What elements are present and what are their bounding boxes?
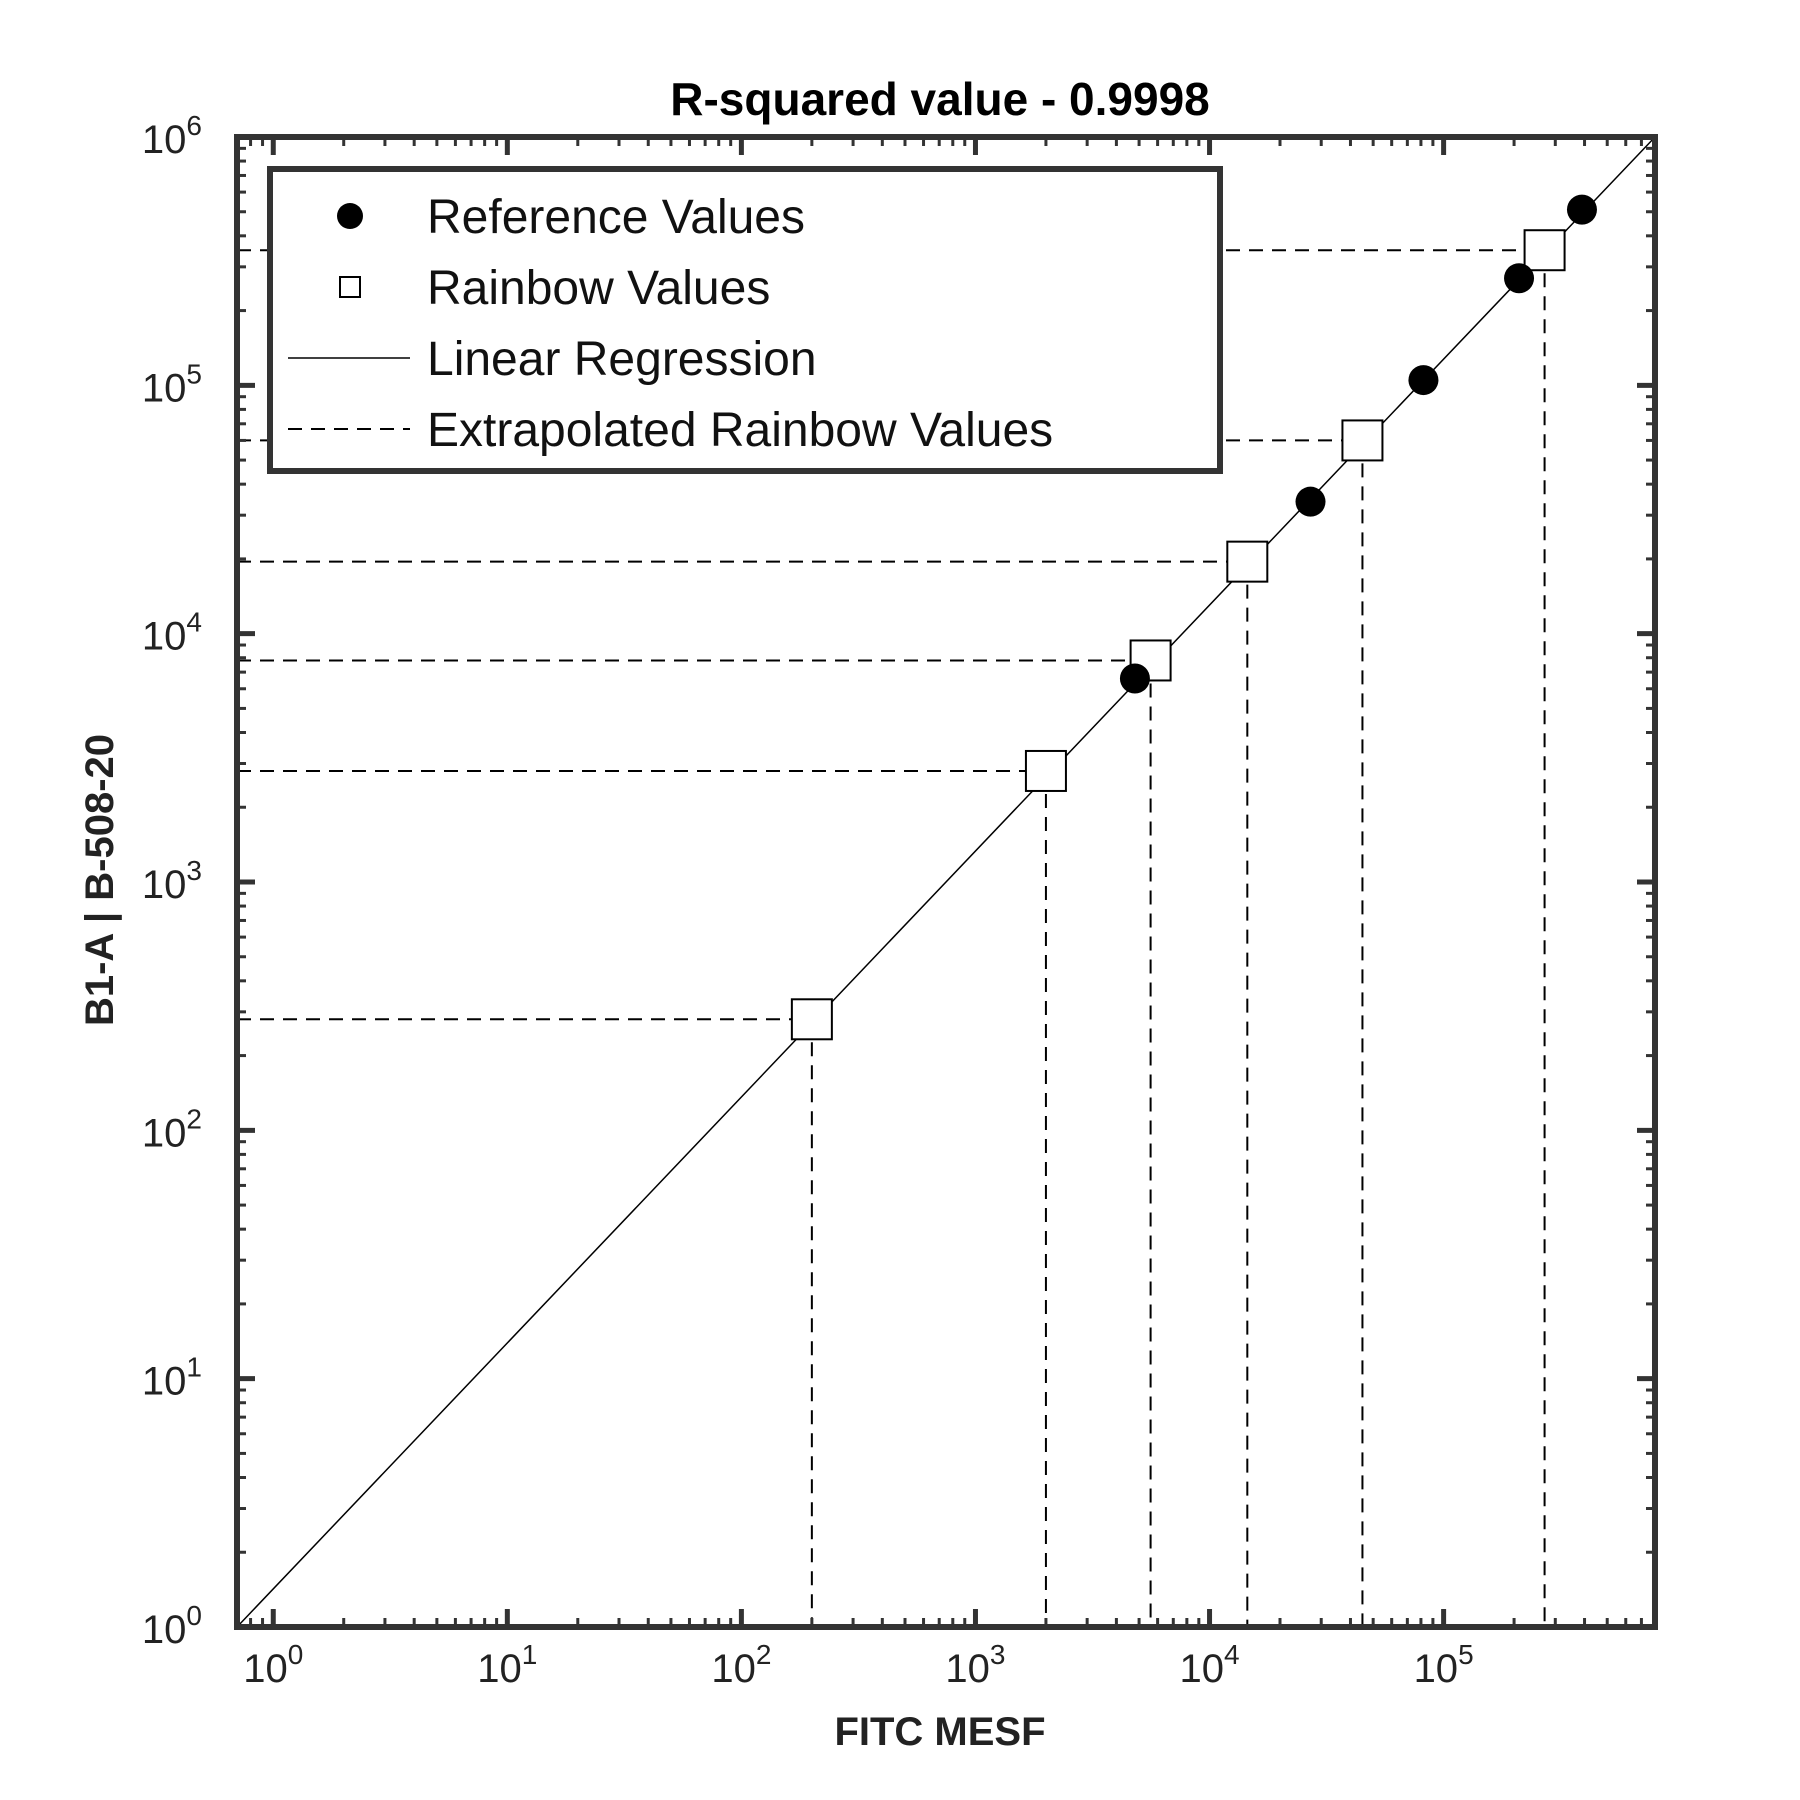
reference-value-marker-0 <box>1119 663 1150 694</box>
legend-entry-label: Rainbow Values <box>427 262 770 315</box>
y-tick-label: 100 <box>142 1600 202 1652</box>
reference-value-marker-3 <box>1504 263 1535 294</box>
plot-frame <box>234 134 1658 1630</box>
y-tick-label: 103 <box>142 855 202 907</box>
rainbow-value-marker-5 <box>1523 229 1566 272</box>
y-tick-label: 105 <box>142 358 202 410</box>
tick-labels: 100 101 102 103 104 105 100 101 102 103 104 105 106 <box>142 110 1474 1691</box>
x-axis-label: FITC MESF <box>834 1710 1045 1754</box>
x-tick-label: 100 <box>243 1639 303 1691</box>
chart-title: R-squared value - 0.9998 <box>670 73 1209 125</box>
x-tick-label: 104 <box>1180 1639 1240 1691</box>
legend-entry-label: Reference Values <box>427 191 805 244</box>
legend: Reference Values Rainbow Values Linear Reg… <box>267 166 1223 474</box>
reference-value-marker-2 <box>1408 365 1439 396</box>
legend-reference-symbol <box>337 203 363 229</box>
y-tick-label: 106 <box>142 110 202 162</box>
x-tick-label: 105 <box>1414 1639 1474 1691</box>
y-tick-label: 102 <box>142 1103 202 1155</box>
y-tick-label: 104 <box>142 607 202 659</box>
rainbow-value-marker-0 <box>790 998 833 1041</box>
reference-value-marker-1 <box>1295 486 1326 517</box>
x-tick-label: 103 <box>945 1639 1005 1691</box>
reference-value-marker-4 <box>1566 194 1597 225</box>
rainbow-value-marker-3 <box>1226 540 1269 583</box>
legend-entry-label: Extrapolated Rainbow Values <box>427 404 1053 457</box>
legend-rainbow-symbol <box>339 276 361 298</box>
legend-entry-label: Linear Regression <box>427 333 817 386</box>
x-tick-label: 101 <box>477 1639 537 1691</box>
rainbow-value-marker-1 <box>1024 749 1067 792</box>
y-tick-label: 101 <box>142 1352 202 1404</box>
y-axis-label: B1-A | B-508-20 <box>78 734 122 1026</box>
x-tick-label: 102 <box>711 1639 771 1691</box>
rainbow-value-marker-4 <box>1341 419 1384 462</box>
markers-layer <box>790 194 1597 1041</box>
legend-box <box>267 166 1223 474</box>
